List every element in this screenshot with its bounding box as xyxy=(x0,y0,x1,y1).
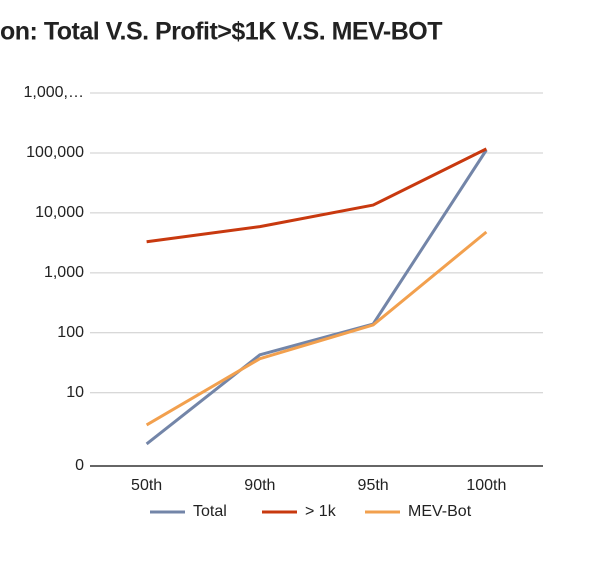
legend-label: > 1k xyxy=(305,503,337,520)
y-tick-label: 1,000 xyxy=(44,264,84,281)
legend-label: Total xyxy=(193,503,227,520)
chart-title: on: Total V.S. Profit>$1K V.S. MEV-BOT xyxy=(0,18,442,46)
y-tick-label: 100 xyxy=(57,324,84,341)
y-tick-label: 0 xyxy=(75,457,84,474)
x-tick-label: 95th xyxy=(358,477,389,494)
legend-label: MEV-Bot xyxy=(408,503,472,520)
y-tick-label: 10,000 xyxy=(35,204,84,221)
y-tick-label: 10 xyxy=(66,384,84,401)
y-tick-label: 1,000,… xyxy=(24,84,84,101)
x-tick-label: 50th xyxy=(131,477,162,494)
y-tick-label: 100,000 xyxy=(26,144,84,161)
series-line xyxy=(145,149,488,446)
series-line xyxy=(145,230,488,427)
series-line xyxy=(146,147,488,244)
x-tick-label: 100th xyxy=(466,477,506,494)
x-tick-label: 90th xyxy=(244,477,275,494)
